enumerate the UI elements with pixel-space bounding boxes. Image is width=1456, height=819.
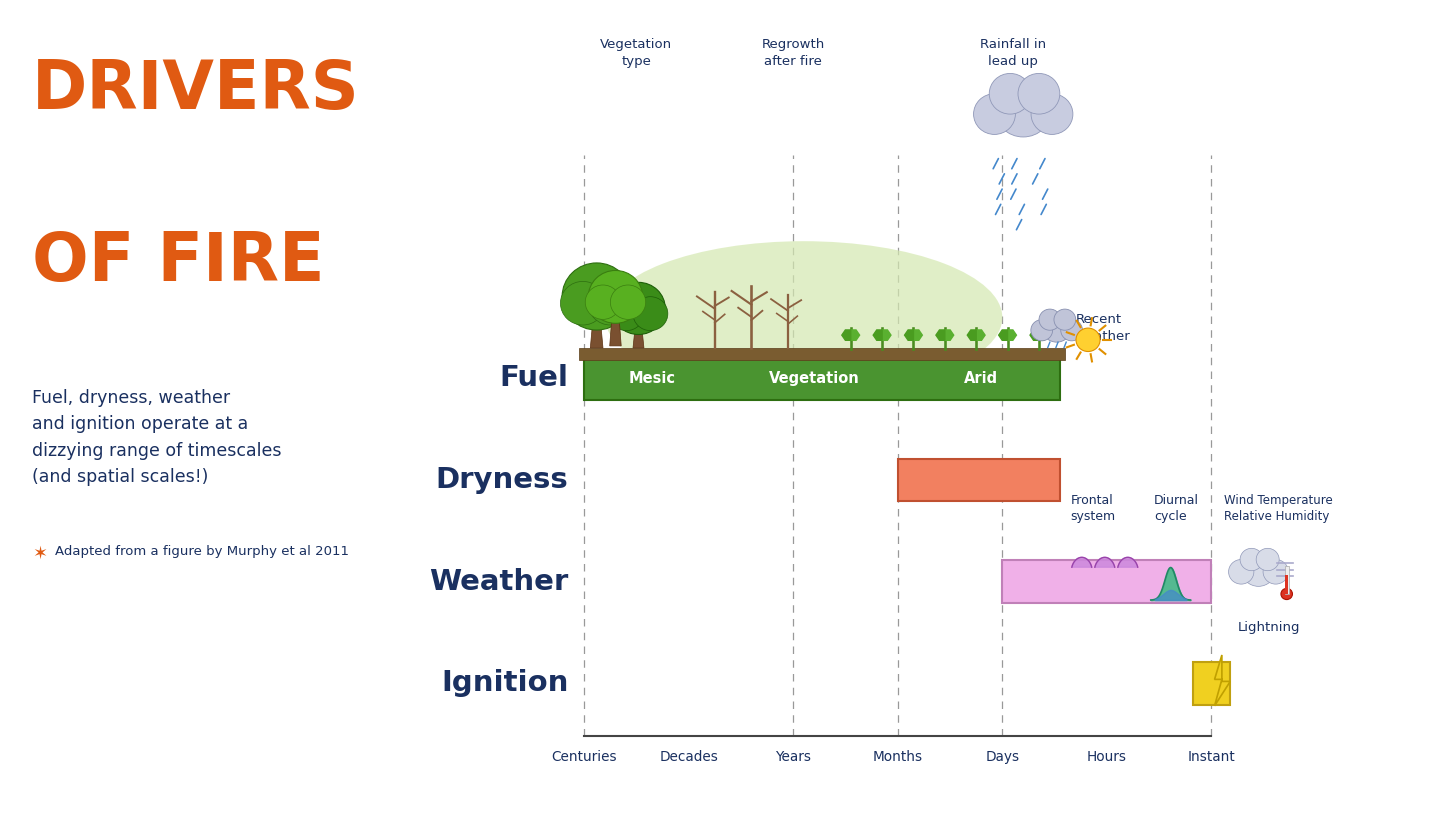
Bar [584,357,1060,400]
Circle shape [1031,93,1073,134]
Text: Diurnal
cycle: Diurnal cycle [1155,494,1198,523]
Text: ✶: ✶ [32,545,47,563]
Bar [1286,576,1289,594]
Circle shape [1262,559,1289,584]
Text: Vegetation: Vegetation [769,371,859,386]
Polygon shape [874,330,882,341]
Text: Months: Months [872,749,923,763]
Text: Fuel, dryness, weather
and ignition operate at a
dizzying range of timescales
(a: Fuel, dryness, weather and ignition oper… [32,389,281,486]
Text: Hours: Hours [1086,749,1127,763]
Bar [1192,662,1230,705]
Circle shape [1018,74,1060,114]
Polygon shape [882,330,891,341]
Text: Fuel: Fuel [499,364,568,392]
Circle shape [1229,559,1254,584]
Circle shape [610,285,645,319]
Circle shape [562,263,630,330]
Text: OF FIRE: OF FIRE [32,229,325,296]
Text: Centuries: Centuries [552,749,617,763]
Text: Instant: Instant [1188,749,1235,763]
Circle shape [1061,319,1082,341]
Text: Lightning: Lightning [1238,621,1300,634]
Text: Rainfall in
lead up: Rainfall in lead up [980,38,1045,68]
Polygon shape [904,330,913,341]
Circle shape [1041,313,1072,342]
Circle shape [1040,309,1061,330]
Circle shape [1031,319,1053,341]
Polygon shape [936,330,945,341]
Bar [1284,565,1289,594]
Circle shape [588,270,642,324]
Text: Decades: Decades [660,749,718,763]
Polygon shape [590,320,603,348]
Polygon shape [842,330,850,341]
Circle shape [612,283,665,334]
Circle shape [1054,309,1076,330]
Polygon shape [1072,558,1092,568]
Circle shape [989,74,1031,114]
Circle shape [585,285,620,319]
Text: Adapted from a figure by Murphy et al 2011: Adapted from a figure by Murphy et al 20… [55,545,349,558]
Text: Vegetation
type: Vegetation type [600,38,673,68]
Polygon shape [967,330,976,341]
Circle shape [1257,549,1280,571]
Polygon shape [1008,330,1016,341]
Ellipse shape [606,241,1002,394]
Text: Frontal
system: Frontal system [1070,494,1115,523]
Bar [1002,560,1211,603]
Polygon shape [610,315,622,346]
Polygon shape [976,330,986,341]
Circle shape [1281,588,1293,600]
Polygon shape [999,330,1008,341]
Text: Recent
weather: Recent weather [1076,313,1130,342]
Polygon shape [913,330,922,341]
Text: Weather: Weather [430,568,568,595]
Circle shape [633,296,668,331]
Circle shape [588,282,633,325]
Text: DRIVERS: DRIVERS [32,57,360,124]
Circle shape [1241,553,1275,586]
Circle shape [561,282,606,325]
Text: Years: Years [775,749,811,763]
Circle shape [1241,549,1262,571]
Polygon shape [1118,558,1137,568]
Text: Days: Days [986,749,1019,763]
Circle shape [609,296,644,331]
Text: Dryness: Dryness [435,466,568,494]
Bar [579,348,1064,360]
Circle shape [974,93,1015,134]
Polygon shape [945,330,954,341]
Text: Mesic: Mesic [629,371,676,386]
Text: Wind Temperature
Relative Humidity: Wind Temperature Relative Humidity [1224,494,1332,523]
Text: Arid: Arid [964,371,999,386]
Circle shape [1076,328,1101,351]
Polygon shape [1029,330,1040,341]
Text: Regrowth
after fire: Regrowth after fire [761,38,826,68]
Bar [898,459,1060,501]
Polygon shape [633,327,644,348]
Polygon shape [850,330,859,341]
Polygon shape [1214,655,1230,706]
Polygon shape [1095,558,1115,568]
Circle shape [994,81,1053,137]
Polygon shape [1040,330,1048,341]
Text: Ignition: Ignition [441,669,568,698]
